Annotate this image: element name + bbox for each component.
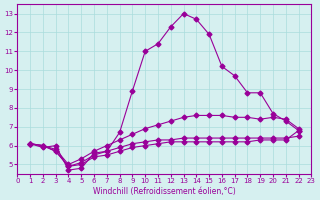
X-axis label: Windchill (Refroidissement éolien,°C): Windchill (Refroidissement éolien,°C): [93, 187, 236, 196]
